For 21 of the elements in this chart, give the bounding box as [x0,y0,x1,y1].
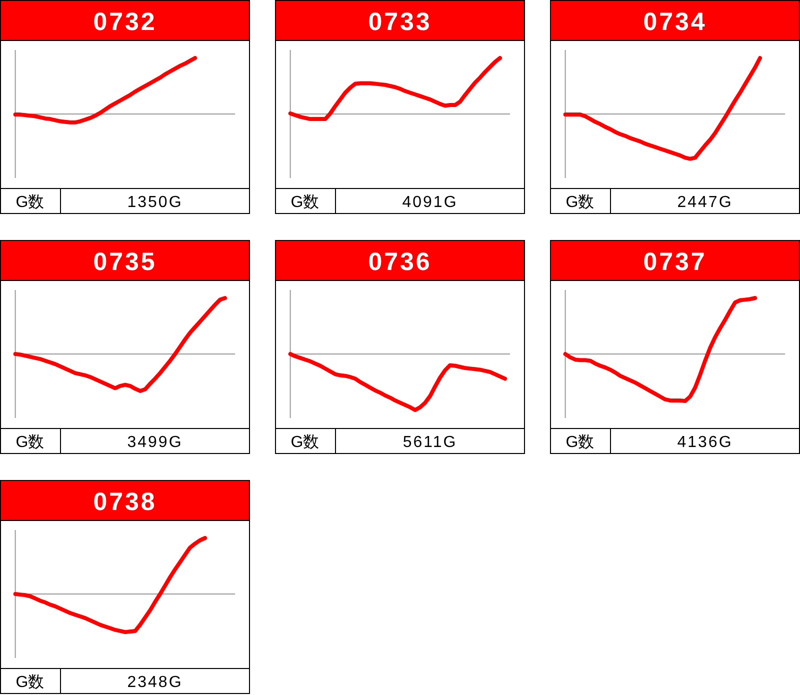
text: G数 [16,194,44,211]
text: 4091G [402,194,458,211]
text: G数 [290,434,320,451]
chart-title: 0736 [368,248,432,276]
chart-title: 0735 [93,248,157,276]
chart-title: 0738 [93,488,157,516]
text: G数 [290,194,320,211]
text: G数 [566,434,594,451]
text: G数 [566,194,594,211]
text: 4136G [677,434,733,451]
text: 5611G [402,434,458,451]
chart-title: 0737 [643,248,707,276]
chart-title: 0733 [368,8,432,36]
text: 2447G [677,194,733,211]
text: 1350G [127,194,183,211]
text: G数 [16,674,44,691]
text: 2348G [127,674,183,691]
chart-title: 0734 [643,8,707,36]
text: G数 [16,434,44,451]
text: 3499G [127,434,183,451]
chart-title: 0732 [93,8,157,36]
